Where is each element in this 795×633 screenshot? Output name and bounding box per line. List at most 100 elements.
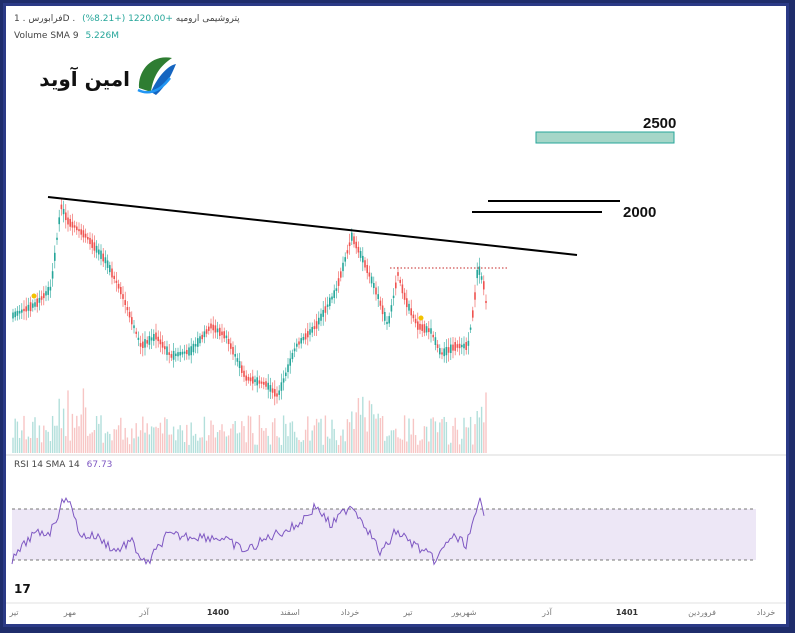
volume-bar [76, 415, 78, 453]
candle-body [362, 255, 364, 263]
volume-bar [157, 427, 159, 453]
volume-bar [388, 435, 390, 453]
volume-bar [175, 440, 177, 453]
candle-body [93, 242, 96, 251]
volume-bar [373, 414, 375, 453]
volume-bar [322, 444, 324, 453]
candle-body [98, 249, 100, 255]
candle-body [392, 295, 395, 299]
candle-body [271, 388, 274, 393]
candle-body [197, 338, 199, 347]
candle-body [161, 341, 164, 348]
candle-body [373, 283, 375, 288]
candle-body [62, 208, 65, 215]
candle-body [45, 291, 47, 296]
volume-bar [476, 410, 478, 453]
volume-bar [181, 430, 184, 453]
candle-body [120, 287, 122, 295]
volume-bar [351, 411, 353, 453]
volume-bar [289, 422, 291, 453]
volume-bar [208, 435, 210, 453]
candle-body [291, 352, 294, 360]
candle-body [337, 278, 340, 286]
candle-body [170, 354, 173, 358]
volume-bar [34, 417, 36, 453]
volume-bar [269, 444, 272, 453]
volume-bar [412, 418, 415, 453]
candle-body [25, 306, 27, 312]
volume-bar [293, 431, 296, 453]
volume-bar [331, 419, 333, 453]
volume-bar [263, 430, 265, 453]
volume-bar [27, 436, 30, 453]
candle-body [131, 317, 133, 325]
candle-body [456, 344, 459, 348]
candle-body [408, 303, 410, 311]
volume-bar [142, 416, 144, 453]
volume-bar [190, 422, 192, 453]
volume-bar [467, 427, 470, 453]
candle-body [186, 349, 188, 355]
candle-body [485, 300, 487, 304]
candle-body [366, 264, 368, 274]
candle-body [155, 332, 157, 340]
candle-body [58, 217, 60, 225]
x-tick-label: آذر [138, 607, 149, 617]
x-tick-label: 1401 [616, 608, 639, 617]
volume-bar [421, 439, 423, 453]
candle-body [122, 294, 124, 299]
volume-bar [126, 437, 129, 453]
volume-bar [78, 426, 80, 453]
volume-bar [199, 437, 201, 453]
candle-body [472, 310, 474, 318]
volume-bar [245, 442, 247, 453]
candle-body [199, 336, 201, 344]
volume-bar [23, 415, 25, 453]
volume-bar [282, 415, 285, 453]
candle-body [353, 236, 355, 245]
candle-body [150, 337, 153, 341]
x-tick-label: تیر [8, 608, 18, 617]
chart-canvas[interactable]: 2500 2000 تیر مهر آذر 1400 اسفند خرداد تیر شهری… [6, 6, 786, 624]
volume-bar [243, 426, 245, 453]
volume-bar [362, 396, 364, 453]
candle-body [298, 341, 300, 345]
candle-body [78, 229, 80, 232]
volume-indicator-label: Volume SMA 9 5.226M [14, 31, 119, 41]
candle-body [225, 335, 228, 339]
volume-bar [392, 430, 395, 453]
volume-bar [36, 437, 38, 453]
volume-bar [69, 440, 71, 453]
candle-body [137, 337, 140, 340]
volume-bar [309, 440, 311, 453]
volume-bar [148, 434, 151, 453]
volume-bar [458, 444, 461, 453]
volume-bar [377, 413, 379, 453]
candle-body [324, 306, 327, 313]
candle-body [43, 293, 45, 299]
x-tick-label: خرداد [757, 608, 776, 617]
candle-body [168, 352, 170, 355]
volume-bar [355, 412, 357, 453]
candle-body [285, 372, 287, 377]
volume-bar [254, 444, 256, 453]
volume-bar [463, 417, 465, 453]
candle-body [311, 326, 313, 333]
candle-body [309, 329, 311, 335]
volume-bar [45, 430, 47, 453]
volume-bar [326, 436, 329, 453]
candle-body [450, 344, 452, 354]
volume-bar [291, 421, 294, 453]
candle-body [417, 321, 419, 330]
volume-bar [324, 415, 327, 453]
candle-body [179, 351, 181, 356]
candle-body [36, 298, 38, 307]
volume-bar [265, 428, 267, 453]
marker-dot-2 [418, 315, 424, 321]
candle-body [289, 358, 291, 366]
candle-body [124, 300, 126, 306]
volume-bar [454, 417, 456, 453]
candle-body [342, 262, 344, 272]
candle-body [313, 326, 316, 330]
volume-bar [58, 398, 60, 453]
